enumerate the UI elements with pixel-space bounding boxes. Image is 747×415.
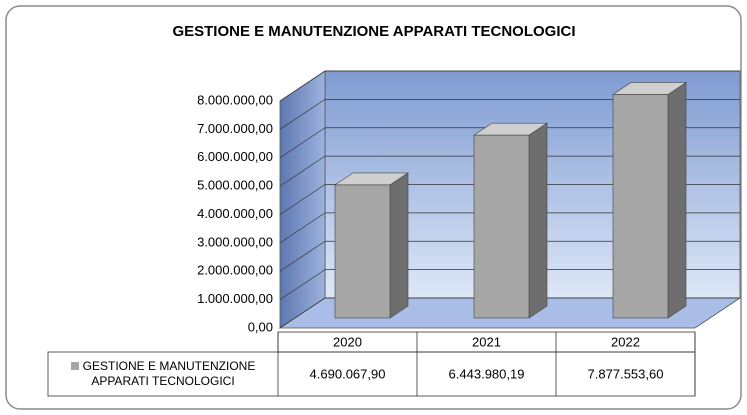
y-tick-label: 7.000.000,00 (197, 121, 273, 136)
bar-side (528, 122, 548, 319)
y-tick-label: 0,00 (248, 319, 273, 334)
y-tick-label: 5.000.000,00 (197, 178, 273, 193)
bar (612, 94, 669, 319)
bar (473, 134, 530, 319)
y-tick-label: 6.000.000,00 (197, 149, 273, 164)
chart-title: GESTIONE E MANUTENZIONE APPARATI TECNOLO… (172, 23, 575, 40)
grid-line-side (279, 297, 326, 329)
legend-cell: GESTIONE E MANUTENZIONE APPARATI TECNOLO… (50, 353, 276, 395)
x-tick-label: 2021 (472, 334, 501, 349)
table-value: 4.690.067,90 (310, 366, 386, 381)
legend-label: GESTIONE E MANUTENZIONE APPARATI TECNOLO… (82, 359, 256, 388)
bar-side (389, 172, 409, 319)
table-value: 6.443.980,19 (449, 366, 525, 381)
grid-line-side (279, 184, 326, 215)
grid-line-side (279, 99, 326, 130)
grid-line-side (279, 212, 326, 244)
y-tick-label: 2.000.000,00 (197, 263, 273, 278)
y-tick-label: 8.000.000,00 (197, 92, 273, 107)
grid-line-side (279, 70, 326, 102)
grid-line-side (279, 127, 326, 159)
table-value: 7.877.553,60 (588, 366, 664, 381)
legend-key (70, 362, 79, 370)
bar (334, 184, 391, 319)
x-tick-label: 2020 (333, 334, 362, 349)
y-tick-label: 4.000.000,00 (197, 206, 273, 221)
grid-line-side (279, 269, 326, 300)
bar-side (667, 81, 687, 319)
grid-line-side (279, 155, 326, 187)
grid-line-side (279, 240, 326, 272)
x-tick-label: 2022 (611, 334, 640, 349)
y-tick-label: 3.000.000,00 (197, 234, 273, 249)
y-tick-label: 1.000.000,00 (197, 291, 273, 306)
